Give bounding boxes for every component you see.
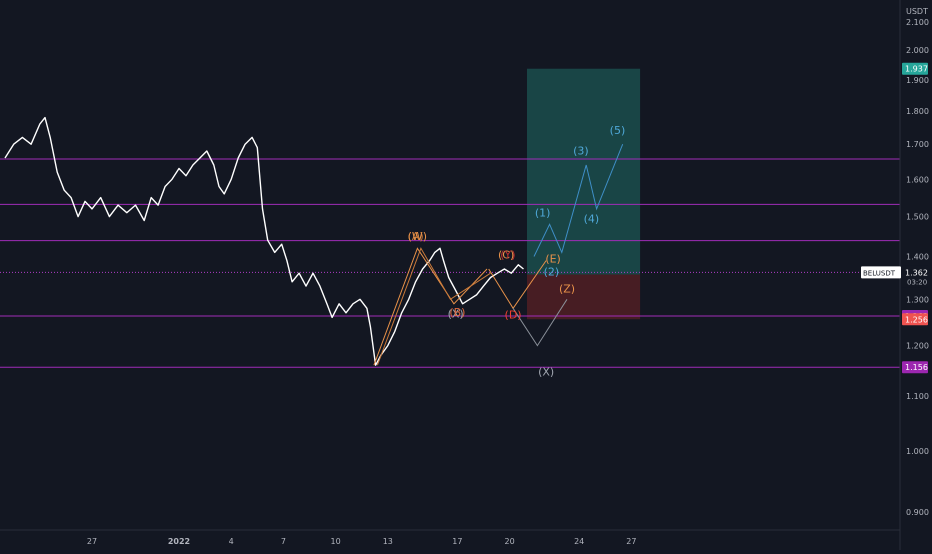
impulse-wave-line [533,144,624,257]
y-tick-label: 1.300 [906,295,929,304]
price-tag-bg [902,361,928,374]
y-tick-label: 2.000 [906,46,929,55]
symbol-tag-label: BELUSDT [863,269,896,277]
countdown-label: 03:20 [907,278,927,286]
wave-structure-line [376,247,491,366]
y-tick-label: 0.900 [906,508,929,517]
wave-label: (W) [408,230,427,243]
price-tag-bg [902,62,928,75]
wave-xz-line [512,299,568,347]
stop-zone [527,274,641,320]
price-tag-bg [902,313,928,326]
y-tick-label: 1.800 [906,107,929,116]
wave-label: (X) [538,365,554,378]
price-tag-label: 1.156 [905,363,928,372]
y-tick-label: 1.400 [906,252,929,261]
price-tag-label: 1.937 [905,65,928,74]
x-tick-label: 27 [87,537,97,546]
x-tick-label: 7 [281,537,286,546]
y-tick-label: 2.100 [906,18,929,27]
wave-label: (1) [535,207,551,220]
target-zone [527,68,641,275]
y-tick-label: 1.100 [906,392,929,401]
x-tick-label: 17 [452,537,462,546]
current-price-label: 1.362 [905,268,928,277]
wave-label: (4) [584,212,600,225]
current-price-tag-bg [902,265,928,288]
wave-label: (A) [408,230,424,243]
x-tick-label: 24 [574,537,584,546]
wave-label: (D) [505,308,522,321]
y-tick-label: 1.200 [906,342,929,351]
y-tick-label: 1.600 [906,175,929,184]
x-tick-label: 2022 [168,537,190,546]
price-tag-label: 1.256 [905,315,928,324]
wave-label: (2) [544,265,560,278]
y-tick-label: 1.000 [906,447,929,456]
wave-label: (E) [545,253,561,266]
wave-label: (Y) [500,249,515,262]
wave-label: (5) [610,124,626,137]
x-tick-label: 13 [383,537,393,546]
x-tick-label: 20 [505,537,515,546]
currency-label: USDT [906,7,928,16]
x-tick-label: 10 [331,537,341,546]
y-tick-label: 1.900 [906,76,929,85]
wave-label: (C) [498,249,514,262]
wave-label: (X) [448,307,464,320]
wave-label: (B) [449,306,465,319]
wave-label: (3) [573,144,589,157]
x-tick-label: 4 [229,537,234,546]
y-tick-label: 1.700 [906,140,929,149]
x-tick-label: 27 [626,537,636,546]
price-line [4,116,524,366]
symbol-tag-bg [861,266,901,279]
wave-label: (Z) [559,283,575,296]
y-tick-label: 1.500 [906,213,929,222]
